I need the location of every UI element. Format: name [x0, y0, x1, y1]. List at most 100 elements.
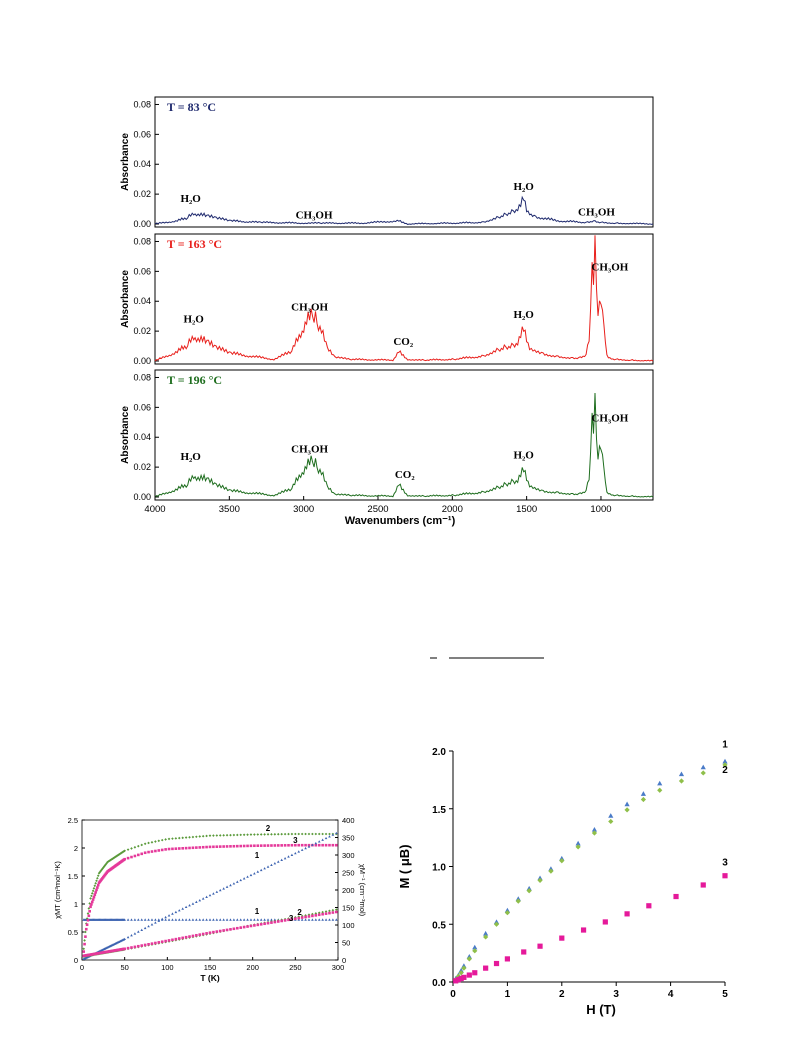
chi-data-point — [246, 844, 249, 848]
chi-data-point — [232, 844, 236, 848]
chi-data-point — [215, 918, 219, 921]
mag-data-point — [624, 911, 630, 917]
ir-peak-label: CH₃OH — [591, 261, 628, 273]
chi-data-point — [297, 843, 301, 847]
mag-data-point — [466, 956, 472, 962]
chi-data-point — [246, 875, 249, 878]
ir-panel-3: 0.00 0.02 0.04 0.06 0.08 Absorbance T = 196 °C… — [120, 369, 654, 502]
mag-series-label: 3 — [722, 857, 728, 868]
chi-y-tick-label: 2 — [74, 844, 78, 853]
chi-data-point — [276, 860, 280, 863]
chi-data-point — [212, 918, 215, 921]
ir-y-tick-label: 0.08 — [133, 99, 151, 109]
chi-data-point — [174, 837, 178, 840]
mag-y-tick-label: 2.0 — [432, 747, 446, 758]
chi-data-point — [137, 844, 140, 848]
chi-data-point — [122, 850, 126, 853]
chi-data-point — [91, 889, 95, 893]
ir-y-tick-label: 0.02 — [133, 326, 151, 336]
chi-data-point — [266, 844, 270, 847]
chi-data-point — [93, 893, 97, 897]
ir-panel-title: T = 83 °C — [167, 100, 216, 114]
chi-x-tick-label: 250 — [289, 963, 302, 972]
chi-data-point — [171, 837, 174, 840]
chi-data-point — [304, 846, 307, 850]
ir-y-tick-label: 0.04 — [133, 432, 151, 442]
ir-panel-frame — [154, 96, 654, 228]
chi-data-point — [294, 832, 297, 836]
chi-data-point — [331, 833, 335, 836]
chi-data-point — [164, 848, 167, 851]
chi-data-point — [287, 843, 290, 847]
chi-data-point — [177, 937, 181, 940]
chi-data-point — [181, 918, 184, 921]
chi-data-point — [232, 833, 236, 837]
chi-data-point — [143, 918, 147, 921]
chi-data-point — [290, 832, 294, 836]
chi-data-point — [276, 920, 280, 923]
chi-y-tick-label: 2.5 — [68, 816, 78, 825]
chi-x-tick-label: 150 — [204, 963, 217, 972]
chi-data-point — [239, 833, 243, 837]
chi-data-point — [229, 845, 232, 848]
mag-data-point — [722, 762, 728, 768]
chi-data-point — [331, 911, 335, 914]
chi-data-point — [229, 928, 232, 931]
chi-data-point — [85, 923, 89, 927]
chi-data-point — [160, 848, 164, 852]
chi-data-point — [259, 868, 263, 872]
chi-data-point — [123, 947, 126, 951]
chi-data-point — [304, 915, 307, 919]
chi-data-point — [256, 844, 260, 847]
chi-data-point — [171, 912, 174, 915]
chi-data-point — [188, 918, 191, 921]
mag-data-point — [483, 934, 489, 940]
mag-y-tick-label: 0.5 — [432, 920, 446, 931]
chi-data-point — [242, 833, 246, 837]
chi-data-point — [212, 845, 215, 849]
chi-data-point — [167, 918, 171, 921]
chi-data-point — [86, 912, 90, 915]
chi-data-point — [126, 946, 130, 950]
ir-peak-label: H₂O — [513, 450, 534, 462]
ir-panel-1: 0.00 0.02 0.04 0.06 0.08 Absorbance T = 83 °C H… — [120, 96, 654, 229]
mag-data-point — [493, 921, 500, 927]
chi-data-point — [198, 846, 202, 849]
ir-y-tick-label: 0.04 — [133, 296, 151, 306]
chi-data-point — [317, 913, 321, 917]
chi-data-point — [294, 843, 297, 847]
chi-data-point — [317, 840, 321, 843]
mag-data-point — [466, 972, 472, 978]
chi-data-point — [208, 918, 212, 921]
chi-x-tick-label: 300 — [332, 963, 345, 972]
chi-data-point — [222, 918, 225, 921]
chi-x-tick-label: 50 — [120, 963, 128, 972]
chi-data-point — [256, 870, 260, 873]
chi-data-point — [225, 918, 229, 921]
mag-data-point — [461, 965, 467, 971]
mag-data-point — [493, 960, 500, 967]
chi-data-point — [154, 941, 157, 945]
mag-data-point — [559, 858, 565, 864]
mag-data-point — [455, 973, 462, 979]
chi-y2-tick-label: 0 — [342, 956, 346, 965]
chi-data-point — [130, 934, 133, 937]
chi-data-point — [314, 832, 318, 836]
chi-data-point — [321, 918, 324, 921]
chi-data-point — [328, 918, 331, 921]
chi-data-point — [300, 843, 304, 847]
mag-data-point — [575, 840, 581, 846]
chi-data-point — [191, 934, 195, 938]
mag-data-point — [526, 888, 532, 894]
chi-data-point — [331, 918, 335, 921]
chi-y2-tick-label: 100 — [342, 921, 355, 930]
chi-data-point — [140, 928, 144, 931]
chi-data-point — [133, 846, 137, 849]
mag-y-tick-label: 1.0 — [432, 863, 446, 874]
chi-data-point — [239, 918, 243, 921]
chi-data-point — [174, 937, 178, 941]
chi-data-point — [239, 926, 243, 929]
chi-mt-figure: 0 50 100 150 200 250 30000.511.522.50501001502… — [53, 816, 367, 983]
chi-data-point — [304, 843, 307, 847]
ir-y-tick-label: 0.00 — [133, 356, 151, 366]
